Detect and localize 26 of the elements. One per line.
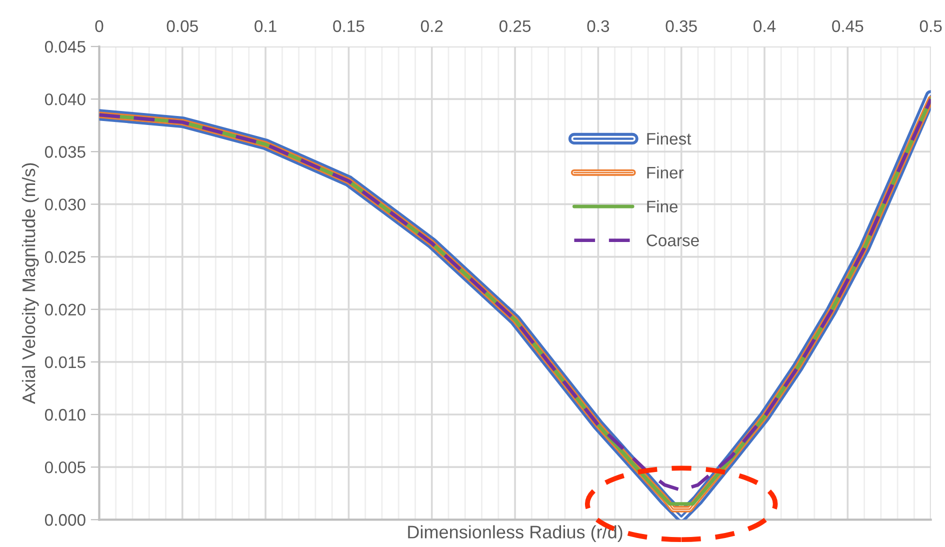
- x-tick-label: 0.3: [587, 20, 610, 32]
- y-axis-title: Axial Velocity Magnitude (m/s): [22, 163, 39, 404]
- x-tick-label: 0: [95, 20, 104, 32]
- y-tick-label: 0.005: [44, 461, 86, 474]
- y-tick-label: 0.025: [44, 251, 86, 263]
- x-tick-label: 0.45: [832, 20, 864, 32]
- legend-label: Coarse: [646, 234, 699, 246]
- x-tick-label: 0.05: [166, 20, 198, 32]
- y-tick-label: 0.000: [44, 514, 86, 526]
- x-tick-label: 0.25: [499, 20, 531, 32]
- y-tick-label: 0.010: [44, 408, 86, 421]
- y-tick-label: 0.020: [44, 304, 86, 316]
- legend-label: Fine: [647, 200, 678, 212]
- y-tick-label: 0.030: [44, 198, 86, 210]
- x-tick-label: 0.35: [666, 20, 697, 32]
- y-tick-label: 0.035: [44, 146, 86, 158]
- x-tick-label: 0.2: [420, 20, 443, 32]
- y-tick-label: 0.015: [44, 356, 86, 368]
- y-tick-label: 0.045: [44, 40, 86, 53]
- x-tick-label: 0.4: [754, 20, 776, 32]
- x-tick-label: 0.1: [254, 20, 276, 32]
- x-tick-label: 0.5: [920, 20, 942, 32]
- x-tick-label: 0.15: [333, 20, 364, 32]
- legend-label: Finer: [647, 166, 684, 179]
- y-tick-label: 0.040: [44, 93, 86, 106]
- legend-label: Finest: [647, 132, 692, 145]
